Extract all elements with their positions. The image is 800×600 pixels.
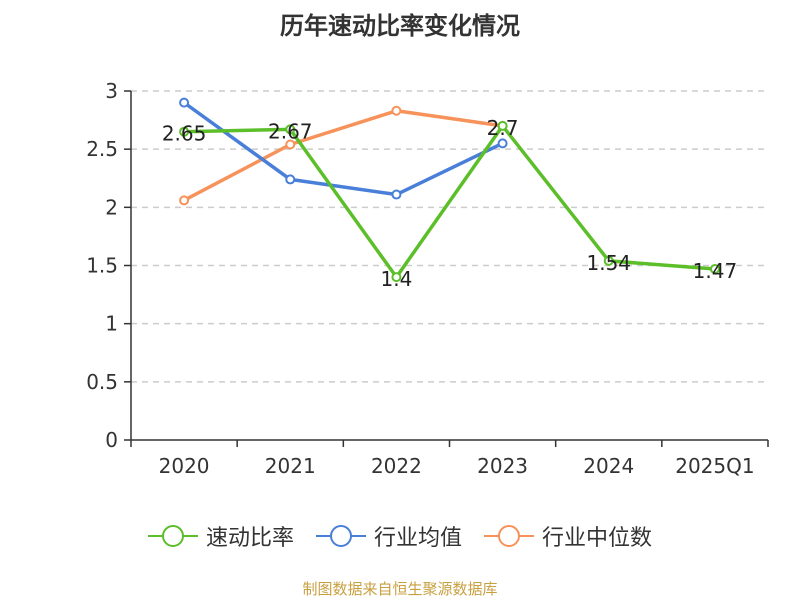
series-line-2 [183,109,503,202]
x-tick-label: 2023 [477,454,528,478]
data-point-0 [497,120,508,131]
y-tick-label: 3 [105,79,118,103]
data-point-2 [391,105,402,116]
data-source-note: 制图数据来自恒生聚源数据库 [302,580,498,598]
y-tick-label: 0.5 [86,370,118,394]
data-point-1 [391,189,402,200]
data-point-0 [179,126,190,137]
data-point-2 [285,139,296,150]
x-tick-label: 2020 [159,454,210,478]
legend: 速动比率 行业均值 行业中位数 [0,520,800,552]
legend-marker-industry-mean-icon [315,525,366,547]
data-label: 1.47 [693,259,738,283]
y-tick-label: 1 [105,312,118,336]
data-point-2 [179,195,190,206]
chart-title: 历年速动比率变化情况 [280,12,520,40]
legend-item-industry-mean[interactable]: 行业均值 [315,520,462,552]
x-tick-label: 2024 [583,454,634,478]
data-point-1 [179,97,190,108]
x-tick-label: 2022 [371,454,422,478]
data-point-1 [497,138,508,149]
legend-marker-industry-median-icon [484,525,534,547]
y-tick-label: 1.5 [86,254,118,278]
axes: 0 0.5 1 1.5 2 2.5 3 2020 2021 2022 2023 2024 2025Q1 [86,79,769,478]
data-label: 1.54 [586,251,631,275]
data-label: 2.67 [268,119,313,143]
series-line-0 [184,124,716,279]
data-point-0 [709,263,720,274]
data-label: 2.7 [487,116,519,140]
x-tick-label: 2021 [265,454,316,478]
data-label: 2.65 [162,122,207,146]
legend-item-industry-median[interactable]: 行业中位数 [484,520,652,552]
y-tick-label: 2.5 [86,137,118,161]
legend-label-quick-ratio: 速动比率 [205,526,294,551]
data-point-1 [285,174,296,185]
data-point-0 [603,255,614,266]
legend-item-quick-ratio[interactable]: 速动比率 [147,520,294,552]
legend-label-industry-mean: 行业均值 [373,526,462,551]
y-tick-label: 0 [105,428,118,452]
series-lines [179,97,720,283]
data-point-0 [285,124,296,135]
legend-label-industry-median: 行业中位数 [542,526,653,551]
y-tick-label: 2 [105,195,118,219]
data-point-0 [391,272,402,283]
x-tick-label: 2025Q1 [675,454,754,478]
series-line-1 [183,101,504,197]
data-labels: 2.65 2.67 1.4 2.7 1.54 1.47 [162,116,737,291]
legend-marker-quick-ratio-icon [147,525,198,547]
data-label: 1.4 [381,267,413,291]
